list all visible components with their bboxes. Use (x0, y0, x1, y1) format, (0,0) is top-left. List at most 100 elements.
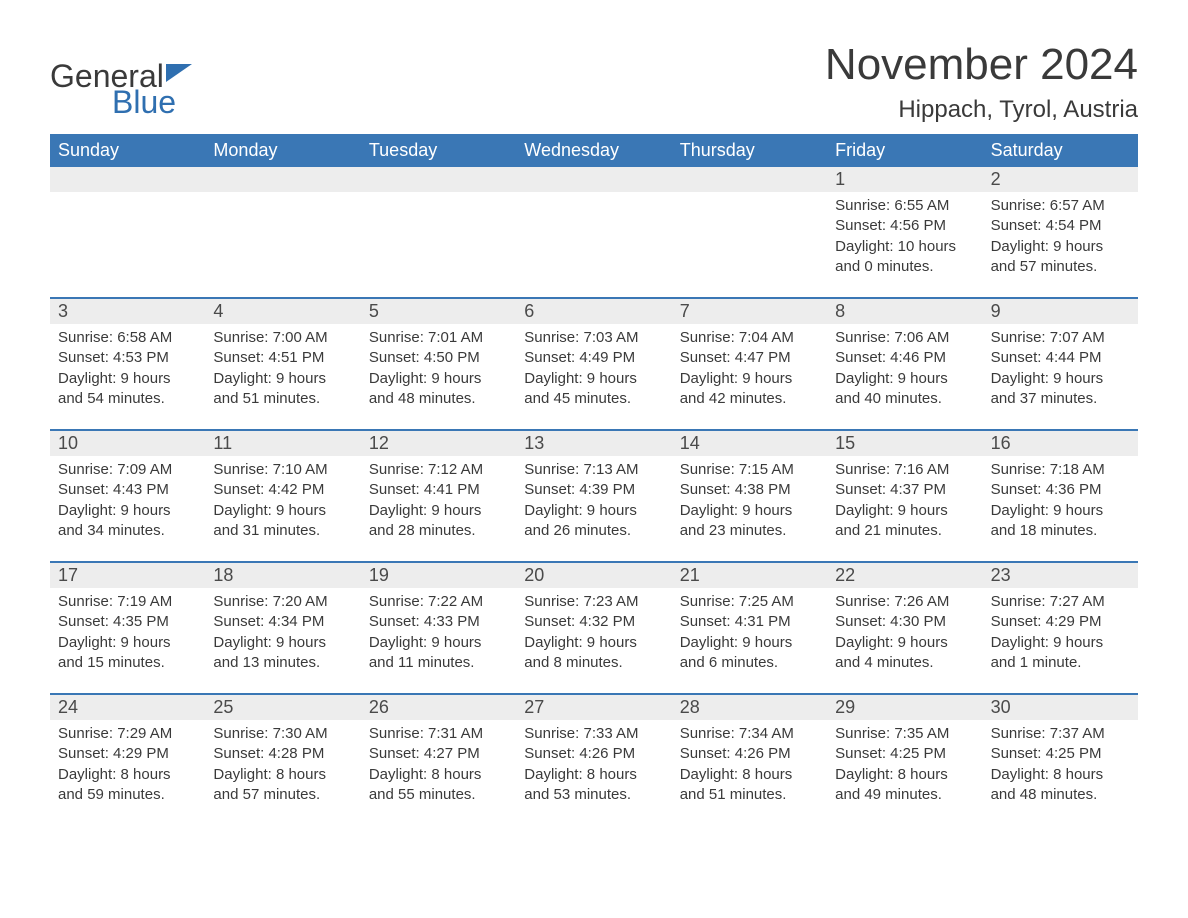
day-details: Sunrise: 7:06 AMSunset: 4:46 PMDaylight:… (827, 324, 982, 417)
location-label: Hippach, Tyrol, Austria (825, 96, 1138, 124)
day-number: 27 (516, 695, 671, 720)
daylight-line: Daylight: 9 hours and 23 minutes. (680, 501, 819, 542)
day-details: Sunrise: 6:58 AMSunset: 4:53 PMDaylight:… (50, 324, 205, 417)
day-number: 13 (516, 431, 671, 456)
calendar-cell: 24Sunrise: 7:29 AMSunset: 4:29 PMDayligh… (50, 695, 205, 813)
day-number: 20 (516, 563, 671, 588)
daylight-line: Daylight: 9 hours and 13 minutes. (213, 633, 352, 674)
day-details: Sunrise: 7:34 AMSunset: 4:26 PMDaylight:… (672, 720, 827, 813)
calendar: Sunday Monday Tuesday Wednesday Thursday… (50, 134, 1138, 813)
calendar-cell: 29Sunrise: 7:35 AMSunset: 4:25 PMDayligh… (827, 695, 982, 813)
day-header: Friday (827, 134, 982, 167)
day-header: Monday (205, 134, 360, 167)
calendar-cell: 17Sunrise: 7:19 AMSunset: 4:35 PMDayligh… (50, 563, 205, 681)
day-number: 22 (827, 563, 982, 588)
sunset-line: Sunset: 4:37 PM (835, 480, 974, 500)
day-number: 6 (516, 299, 671, 324)
day-number: 10 (50, 431, 205, 456)
sunrise-line: Sunrise: 7:34 AM (680, 724, 819, 744)
sunset-line: Sunset: 4:36 PM (991, 480, 1130, 500)
day-number: 23 (983, 563, 1138, 588)
day-details: Sunrise: 7:19 AMSunset: 4:35 PMDaylight:… (50, 588, 205, 681)
sunset-line: Sunset: 4:54 PM (991, 216, 1130, 236)
day-details: Sunrise: 7:22 AMSunset: 4:33 PMDaylight:… (361, 588, 516, 681)
logo-text: General Blue (50, 60, 192, 118)
sunrise-line: Sunrise: 7:04 AM (680, 328, 819, 348)
day-details: Sunrise: 7:31 AMSunset: 4:27 PMDaylight:… (361, 720, 516, 813)
calendar-cell: 18Sunrise: 7:20 AMSunset: 4:34 PMDayligh… (205, 563, 360, 681)
daylight-line: Daylight: 9 hours and 48 minutes. (369, 369, 508, 410)
day-number: 8 (827, 299, 982, 324)
day-number: 5 (361, 299, 516, 324)
day-details: Sunrise: 7:13 AMSunset: 4:39 PMDaylight:… (516, 456, 671, 549)
day-details: Sunrise: 7:15 AMSunset: 4:38 PMDaylight:… (672, 456, 827, 549)
calendar-cell (205, 167, 360, 285)
title-block: November 2024 Hippach, Tyrol, Austria (825, 40, 1138, 124)
day-number: 26 (361, 695, 516, 720)
day-details: Sunrise: 7:37 AMSunset: 4:25 PMDaylight:… (983, 720, 1138, 813)
calendar-cell: 1Sunrise: 6:55 AMSunset: 4:56 PMDaylight… (827, 167, 982, 285)
sunrise-line: Sunrise: 7:22 AM (369, 592, 508, 612)
sunrise-line: Sunrise: 7:15 AM (680, 460, 819, 480)
day-details: Sunrise: 7:18 AMSunset: 4:36 PMDaylight:… (983, 456, 1138, 549)
sunset-line: Sunset: 4:46 PM (835, 348, 974, 368)
sunset-line: Sunset: 4:31 PM (680, 612, 819, 632)
day-header: Saturday (983, 134, 1138, 167)
day-number: 19 (361, 563, 516, 588)
calendar-cell: 6Sunrise: 7:03 AMSunset: 4:49 PMDaylight… (516, 299, 671, 417)
day-number: 3 (50, 299, 205, 324)
calendar-week: 24Sunrise: 7:29 AMSunset: 4:29 PMDayligh… (50, 693, 1138, 813)
calendar-week: 10Sunrise: 7:09 AMSunset: 4:43 PMDayligh… (50, 429, 1138, 549)
sunset-line: Sunset: 4:29 PM (58, 744, 197, 764)
calendar-cell: 10Sunrise: 7:09 AMSunset: 4:43 PMDayligh… (50, 431, 205, 549)
daylight-line: Daylight: 9 hours and 4 minutes. (835, 633, 974, 674)
day-header: Tuesday (361, 134, 516, 167)
day-number-bar (361, 167, 516, 192)
sunset-line: Sunset: 4:43 PM (58, 480, 197, 500)
day-number: 4 (205, 299, 360, 324)
sunset-line: Sunset: 4:38 PM (680, 480, 819, 500)
day-details: Sunrise: 7:29 AMSunset: 4:29 PMDaylight:… (50, 720, 205, 813)
sunrise-line: Sunrise: 7:10 AM (213, 460, 352, 480)
calendar-cell: 4Sunrise: 7:00 AMSunset: 4:51 PMDaylight… (205, 299, 360, 417)
sunrise-line: Sunrise: 7:25 AM (680, 592, 819, 612)
sunrise-line: Sunrise: 7:23 AM (524, 592, 663, 612)
day-headers-row: Sunday Monday Tuesday Wednesday Thursday… (50, 134, 1138, 167)
day-details: Sunrise: 7:16 AMSunset: 4:37 PMDaylight:… (827, 456, 982, 549)
calendar-cell: 20Sunrise: 7:23 AMSunset: 4:32 PMDayligh… (516, 563, 671, 681)
sunset-line: Sunset: 4:42 PM (213, 480, 352, 500)
sunset-line: Sunset: 4:50 PM (369, 348, 508, 368)
calendar-cell: 7Sunrise: 7:04 AMSunset: 4:47 PMDaylight… (672, 299, 827, 417)
day-number: 21 (672, 563, 827, 588)
day-number: 25 (205, 695, 360, 720)
sunset-line: Sunset: 4:53 PM (58, 348, 197, 368)
daylight-line: Daylight: 9 hours and 31 minutes. (213, 501, 352, 542)
calendar-cell: 11Sunrise: 7:10 AMSunset: 4:42 PMDayligh… (205, 431, 360, 549)
day-number: 9 (983, 299, 1138, 324)
sunrise-line: Sunrise: 7:18 AM (991, 460, 1130, 480)
calendar-cell: 2Sunrise: 6:57 AMSunset: 4:54 PMDaylight… (983, 167, 1138, 285)
sunrise-line: Sunrise: 7:03 AM (524, 328, 663, 348)
calendar-cell: 12Sunrise: 7:12 AMSunset: 4:41 PMDayligh… (361, 431, 516, 549)
sunrise-line: Sunrise: 7:35 AM (835, 724, 974, 744)
sunset-line: Sunset: 4:39 PM (524, 480, 663, 500)
weeks-container: 1Sunrise: 6:55 AMSunset: 4:56 PMDaylight… (50, 167, 1138, 813)
daylight-line: Daylight: 9 hours and 1 minute. (991, 633, 1130, 674)
calendar-cell: 25Sunrise: 7:30 AMSunset: 4:28 PMDayligh… (205, 695, 360, 813)
calendar-cell: 30Sunrise: 7:37 AMSunset: 4:25 PMDayligh… (983, 695, 1138, 813)
day-details: Sunrise: 7:33 AMSunset: 4:26 PMDaylight:… (516, 720, 671, 813)
day-details: Sunrise: 6:57 AMSunset: 4:54 PMDaylight:… (983, 192, 1138, 285)
calendar-cell: 28Sunrise: 7:34 AMSunset: 4:26 PMDayligh… (672, 695, 827, 813)
sunset-line: Sunset: 4:32 PM (524, 612, 663, 632)
calendar-cell: 15Sunrise: 7:16 AMSunset: 4:37 PMDayligh… (827, 431, 982, 549)
day-header: Sunday (50, 134, 205, 167)
sunrise-line: Sunrise: 7:16 AM (835, 460, 974, 480)
sunrise-line: Sunrise: 7:00 AM (213, 328, 352, 348)
daylight-line: Daylight: 8 hours and 53 minutes. (524, 765, 663, 806)
daylight-line: Daylight: 9 hours and 51 minutes. (213, 369, 352, 410)
calendar-cell: 21Sunrise: 7:25 AMSunset: 4:31 PMDayligh… (672, 563, 827, 681)
day-details: Sunrise: 7:26 AMSunset: 4:30 PMDaylight:… (827, 588, 982, 681)
daylight-line: Daylight: 9 hours and 34 minutes. (58, 501, 197, 542)
daylight-line: Daylight: 9 hours and 37 minutes. (991, 369, 1130, 410)
sunrise-line: Sunrise: 7:07 AM (991, 328, 1130, 348)
